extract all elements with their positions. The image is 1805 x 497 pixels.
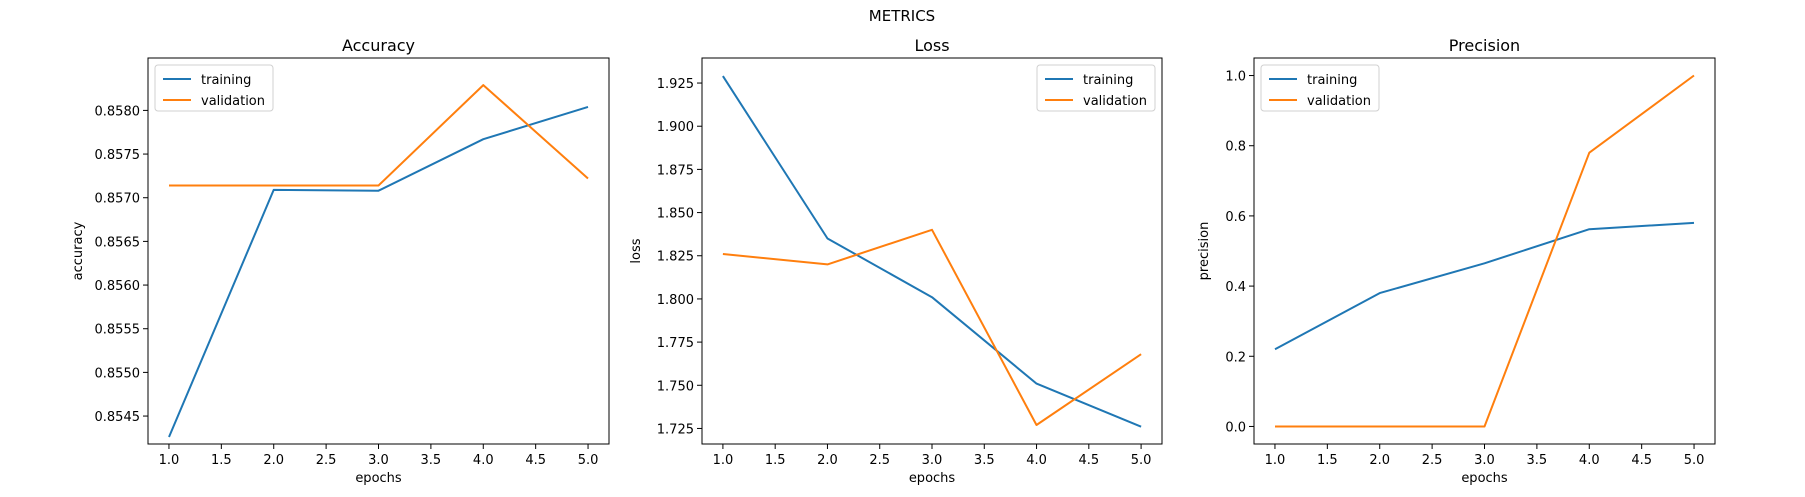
y-tick-label: 1.925 <box>657 77 694 92</box>
x-tick-label: 1.0 <box>159 453 180 468</box>
x-tick-label: 4.5 <box>1078 453 1099 468</box>
y-tick-label: 0.8545 <box>95 410 141 425</box>
chart-loss: Loss 1.0 1.5 2.0 2.5 3.0 3.5 4.0 4.5 5.0 1.725 1.75… <box>629 36 1163 486</box>
plot-frame <box>147 57 610 445</box>
x-axis-label: epochs <box>909 471 956 486</box>
y-tick-label: 0.8555 <box>95 323 141 338</box>
y-tick-label: 0.2 <box>1225 350 1246 365</box>
x-tick-label: 3.0 <box>368 453 389 468</box>
y-tick-label: 1.875 <box>657 163 694 178</box>
x-tick-label: 4.5 <box>525 453 546 468</box>
y-tick-label: 1.775 <box>657 336 694 351</box>
y-tick-label: 0.8580 <box>95 104 141 119</box>
x-tick-label: 1.0 <box>713 453 734 468</box>
y-tick-label: 1.800 <box>657 293 694 308</box>
legend: training validation <box>1036 64 1156 112</box>
x-tick-label: 2.0 <box>1369 453 1390 468</box>
x-tick-label: 4.5 <box>1631 453 1652 468</box>
x-tick-label: 4.0 <box>1579 453 1600 468</box>
y-axis-label: accuracy <box>71 221 86 280</box>
plot-frame <box>701 57 1163 445</box>
chart-title: Accuracy <box>342 36 415 55</box>
y-tick-label: 0.8 <box>1225 140 1246 155</box>
plot-frame <box>1253 57 1716 445</box>
y-tick-label: 1.725 <box>657 422 694 437</box>
y-tick-label: 0.8550 <box>95 366 141 381</box>
chart-accuracy: Accuracy 1.0 1.5 2.0 2.5 3.0 3.5 4.0 4.5 5.0 0.854… <box>71 36 610 486</box>
x-tick-label: 4.0 <box>1026 453 1047 468</box>
x-tick-label: 2.5 <box>869 453 890 468</box>
legend-label-validation: validation <box>201 94 265 109</box>
x-tick-label: 1.5 <box>765 453 786 468</box>
y-tick-label: 0.4 <box>1225 280 1246 295</box>
x-axis-label: epochs <box>355 471 402 486</box>
x-tick-label: 5.0 <box>1131 453 1152 468</box>
legend: training validation <box>1260 64 1380 112</box>
x-tick-label: 5.0 <box>578 453 599 468</box>
x-tick-label: 3.0 <box>922 453 943 468</box>
series-line-validation <box>722 228 1142 426</box>
x-tick-label: 4.0 <box>473 453 494 468</box>
x-tick-label: 2.0 <box>817 453 838 468</box>
x-tick-label: 2.0 <box>263 453 284 468</box>
legend-label-training: training <box>201 73 251 88</box>
series-line-validation <box>1275 74 1695 428</box>
x-tick-label: 1.5 <box>1317 453 1338 468</box>
y-tick-label: 0.8570 <box>95 192 141 207</box>
x-tick-label: 3.0 <box>1474 453 1495 468</box>
x-tick-label: 1.0 <box>1265 453 1286 468</box>
legend: training validation <box>154 64 274 112</box>
y-tick-label: 1.750 <box>657 379 694 394</box>
y-tick-label: 0.0 <box>1225 420 1246 435</box>
figure-title: METRICS <box>869 7 935 25</box>
chart-precision: Precision 1.0 1.5 2.0 2.5 3.0 3.5 4.0 4.5 5.0 0.0 0… <box>1197 36 1716 486</box>
x-tick-label: 2.5 <box>1422 453 1443 468</box>
chart-title: Precision <box>1449 36 1520 55</box>
legend-label-validation: validation <box>1307 94 1371 109</box>
y-tick-label: 0.6 <box>1225 210 1246 225</box>
legend-label-training: training <box>1083 73 1133 88</box>
series-line-training <box>168 105 589 438</box>
legend-label-validation: validation <box>1083 94 1147 109</box>
y-tick-label: 0.8565 <box>95 235 141 250</box>
legend-label-training: training <box>1307 73 1357 88</box>
x-tick-label: 3.5 <box>974 453 995 468</box>
y-tick-label: 1.850 <box>657 207 694 222</box>
y-tick-label: 1.825 <box>657 250 694 265</box>
y-tick-label: 1.900 <box>657 120 694 135</box>
x-tick-label: 2.5 <box>316 453 337 468</box>
x-tick-label: 5.0 <box>1684 453 1705 468</box>
series-line-training <box>722 75 1142 428</box>
y-axis-label: loss <box>629 238 644 263</box>
series-line-validation <box>169 84 589 187</box>
chart-title: Loss <box>914 36 949 55</box>
x-tick-label: 1.5 <box>211 453 232 468</box>
y-tick-label: 1.0 <box>1225 70 1246 85</box>
series-line-training <box>1274 221 1695 351</box>
y-tick-label: 0.8575 <box>95 148 141 163</box>
y-tick-label: 0.8560 <box>95 279 141 294</box>
x-tick-label: 3.5 <box>1527 453 1548 468</box>
x-axis-label: epochs <box>1461 471 1508 486</box>
y-axis-label: precision <box>1197 222 1212 281</box>
x-tick-label: 3.5 <box>421 453 442 468</box>
